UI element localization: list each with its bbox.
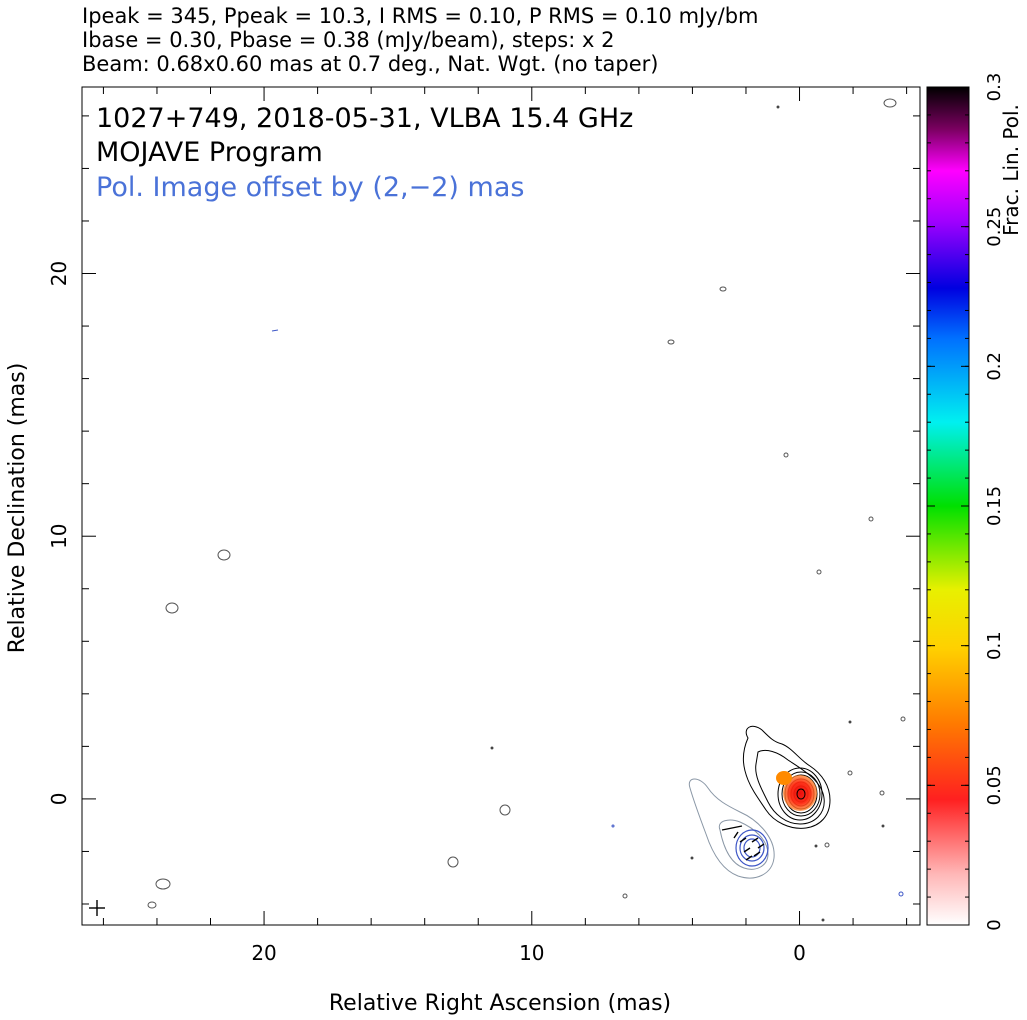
colorbar-tick-label: 0.15 bbox=[984, 486, 1005, 526]
program-annotation: MOJAVE Program bbox=[96, 137, 323, 168]
colorbar-tick-label: 0.1 bbox=[984, 631, 1005, 660]
colorbar-tick-label: 0 bbox=[984, 919, 1005, 930]
header-beam-line: Beam: 0.68x0.60 mas at 0.7 deg., Nat. Wg… bbox=[82, 52, 659, 76]
header-base-line: Ibase = 0.30, Pbase = 0.38 (mJy/beam), s… bbox=[82, 28, 615, 52]
y-tick-label: 0 bbox=[47, 793, 71, 806]
plot-frame bbox=[81, 86, 921, 926]
minor-ticks bbox=[82, 87, 920, 925]
x-tick-label: 10 bbox=[519, 941, 544, 965]
y-tick-labels: 20 10 0 bbox=[47, 261, 71, 805]
x-tick-label: 20 bbox=[251, 941, 276, 965]
colorbar-tick-label: 0.25 bbox=[984, 207, 1005, 247]
colorbar-tick-label: 0.05 bbox=[984, 765, 1005, 805]
x-tick-labels: 20 10 0 bbox=[251, 941, 806, 965]
x-tick-label: 0 bbox=[793, 941, 806, 965]
colorbar-ticks: 0 0.05 0.1 0.15 0.2 0.25 0.3 bbox=[927, 73, 1005, 931]
colorbar-tick-label: 0.2 bbox=[984, 352, 1005, 381]
beam-marker bbox=[89, 900, 105, 916]
source-annotation: 1027+749, 2018-05-31, VLBA 15.4 GHz bbox=[96, 103, 633, 134]
y-tick-label: 20 bbox=[47, 261, 71, 286]
header-peak-line: Ipeak = 345, Ppeak = 10.3, I RMS = 0.10,… bbox=[82, 4, 759, 28]
pol-offset-annotation: Pol. Image offset by (2,−2) mas bbox=[96, 172, 524, 203]
noise-contours bbox=[147, 98, 906, 922]
x-axis-label: Relative Right Ascension (mas) bbox=[329, 991, 671, 1016]
y-axis-label: Relative Declination (mas) bbox=[5, 363, 30, 654]
major-ticks bbox=[82, 87, 920, 925]
y-tick-label: 10 bbox=[47, 523, 71, 548]
colorbar-label: Frac. Lin. Pol. bbox=[999, 104, 1023, 236]
frac-pol-core bbox=[776, 771, 817, 811]
colorbar-tick-label: 0.3 bbox=[984, 73, 1005, 102]
pol-image bbox=[688, 778, 775, 879]
